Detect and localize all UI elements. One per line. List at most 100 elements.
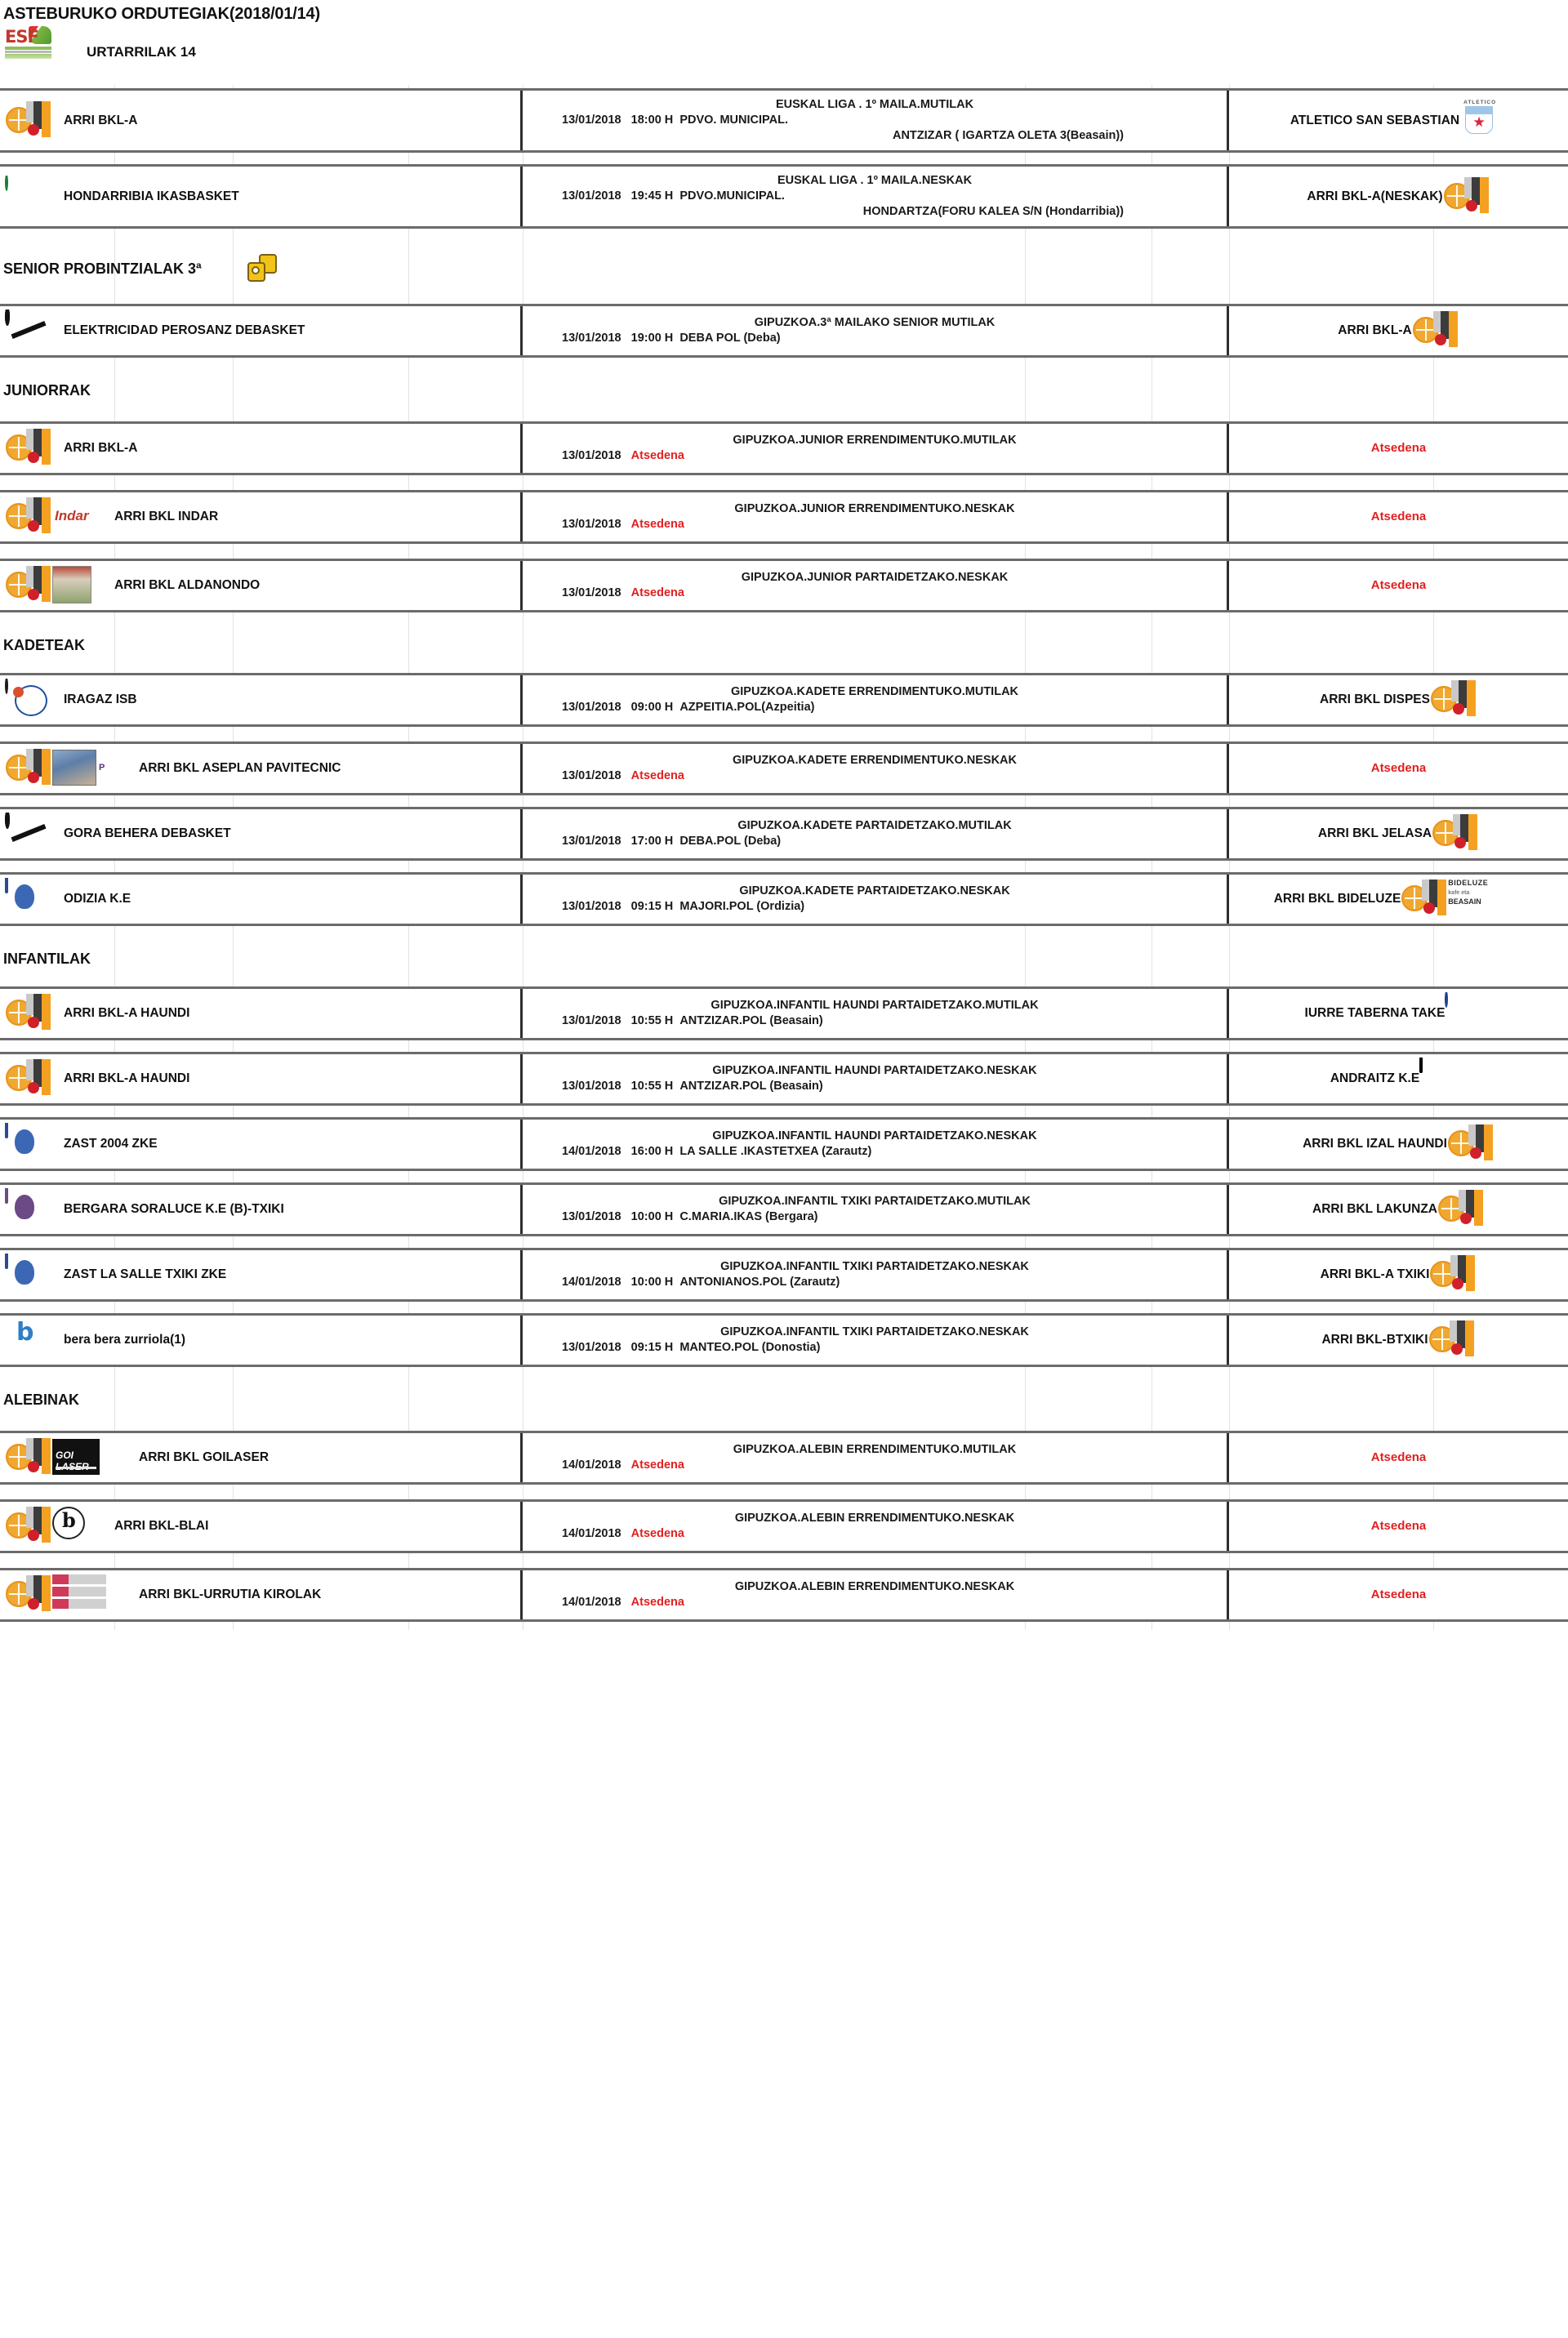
row-spacer [0, 1302, 1568, 1313]
away-team-cell: ARRI BKL BIDELUZE BIDELUZE kafe eta BEASAIN [1229, 875, 1568, 924]
bideluze-sponsor-logo: BIDELUZE kafe eta BEASAIN [1448, 879, 1489, 906]
away-team-cell: ARRI BKL-A [1229, 306, 1568, 355]
home-team-name: ARRI BKL ALDANONDO [114, 578, 261, 592]
competition-label: GIPUZKOA.KADETE ERRENDIMENTUKO.MUTILAK [730, 685, 1019, 698]
match-row[interactable]: ODIZIA K.E GIPUZKOA.KADETE PARTAIDETZAKO.… [0, 872, 1568, 926]
venue-full: ANTZIZAR ( IGARTZA OLETA 3(Beasain)) [892, 129, 1124, 142]
match-info-cell: EUSKAL LIGA . 1º MAILA.NESKAK 13/01/2018 … [523, 167, 1229, 226]
urrutia-kirolak-sponsor-logo [52, 1574, 106, 1614]
match-date: 13/01/2018 [562, 1341, 621, 1354]
match-row[interactable]: ARRI BKL-URRUTIA KIROLAK GIPUZKOA.ALEBIN … [0, 1568, 1568, 1622]
match-row[interactable]: HONDARRIBIA IKASBASKET EUSKAL LIGA . 1º M… [0, 164, 1568, 229]
match-row[interactable]: b ARRI BKL-BLAI GIPUZKOA.ALEBIN ERRENDIMEN… [0, 1499, 1568, 1553]
venue-short: MANTEO.POL (Donostia) [679, 1341, 821, 1354]
venue-short: AZPEITIA.POL(Azpeitia) [679, 701, 815, 714]
datetime-label: 14/01/2018 Atsedena [523, 1458, 1227, 1473]
row-spacer [0, 1171, 1568, 1182]
debasket-crest [5, 813, 52, 855]
venue-short: PDVO. MUNICIPAL. [679, 114, 788, 127]
away-team-name: ANDRAITZ K.E [1330, 1071, 1420, 1085]
away-team-name: Atsedena [1370, 1588, 1427, 1601]
home-team-cell: ELEKTRICIDAD PEROSANZ DEBASKET [0, 306, 523, 355]
home-team-name: ARRI BKL GOILASER [139, 1450, 270, 1464]
match-row[interactable]: ARRI BKL-A GIPUZKOA.JUNIOR ERRENDIMENTUKO… [0, 421, 1568, 475]
row-spacer [0, 1106, 1568, 1117]
row-spacer [0, 795, 1568, 807]
match-date: 13/01/2018 [562, 518, 621, 531]
home-team-cell: GORA BEHERA DEBASKET [0, 809, 523, 858]
section-heading-label: ALEBINAK [3, 1391, 79, 1408]
competition-label: GIPUZKOA.INFANTIL HAUNDI PARTAIDETZAKO.M… [710, 999, 1039, 1012]
fgb-logo [244, 252, 282, 285]
home-team-name: ARRI BKL-BLAI [114, 1519, 209, 1533]
match-time: 17:00 H [630, 835, 674, 848]
home-team-cell: ODIZIA K.E [0, 875, 523, 924]
match-date: 14/01/2018 [562, 1145, 621, 1158]
match-row[interactable]: P ARRI BKL ASEPLAN PAVITECNIC GIPUZKOA.KAD… [0, 741, 1568, 795]
section-heading-kadeteak: KADETEAK [0, 629, 1568, 661]
away-team-cell: Atsedena [1229, 1570, 1568, 1619]
match-date: 13/01/2018 [562, 332, 621, 345]
home-team-cell: IRAGAZ ISB [0, 675, 523, 724]
match-row[interactable]: ZAST LA SALLE TXIKI ZKE GIPUZKOA.INFANTIL… [0, 1248, 1568, 1302]
andraitz-ke-crest [1419, 1058, 1467, 1100]
match-info-cell: GIPUZKOA.KADETE ERRENDIMENTUKO.MUTILAK 13… [523, 675, 1229, 724]
away-team-name: ARRI BKL-A(NESKAK) [1307, 189, 1443, 203]
match-row[interactable]: ELEKTRICIDAD PEROSANZ DEBASKET GIPUZKOA.3… [0, 304, 1568, 358]
match-row[interactable]: ZAST 2004 ZKE GIPUZKOA.INFANTIL HAUNDI PA… [0, 1117, 1568, 1171]
match-info-cell: GIPUZKOA.JUNIOR PARTAIDETZAKO.NESKAK 13/0… [523, 561, 1229, 610]
match-row[interactable]: BERGARA SORALUCE K.E (B)-TXIKI GIPUZKOA.I… [0, 1182, 1568, 1236]
arri-jelasa-crest [1432, 813, 1479, 855]
match-info-cell: GIPUZKOA.INFANTIL HAUNDI PARTAIDETZAKO.N… [523, 1054, 1229, 1103]
indar-sponsor-logo: Indar [55, 508, 89, 523]
venue-short: DEBA POL (Deba) [679, 332, 781, 345]
competition-label: EUSKAL LIGA . 1º MAILA.MUTILAK [775, 98, 974, 111]
arri-bkl-crest [1412, 310, 1459, 352]
match-row[interactable]: ARRI BKL-A HAUNDI GIPUZKOA.INFANTIL HAUND… [0, 1052, 1568, 1106]
away-team-name: ARRI BKL JELASA [1317, 826, 1432, 840]
arri-indar-crest: Indar [5, 496, 103, 538]
debasket-crest [5, 310, 52, 352]
home-team-cell: ARRI BKL ALDANONDO [0, 561, 523, 610]
match-row[interactable]: ARRI BKL-A EUSKAL LIGA . 1º MAILA.MUTILAK… [0, 88, 1568, 153]
away-team-cell: Atsedena [1229, 492, 1568, 541]
venue-short: PDVO.MUNICIPAL. [679, 189, 785, 203]
home-team-cell: ARRI BKL-A [0, 91, 523, 150]
match-row[interactable]: GORA BEHERA DEBASKET GIPUZKOA.KADETE PART… [0, 807, 1568, 861]
hondarribia-ikasbasket-crest [5, 175, 52, 218]
match-row[interactable]: ARRI BKL-A HAUNDI GIPUZKOA.INFANTIL HAUND… [0, 986, 1568, 1040]
match-row[interactable]: Indar ARRI BKL INDAR GIPUZKOA.JUNIOR ERREN… [0, 490, 1568, 544]
away-team-name: ARRI BKL IZAL HAUNDI [1303, 1137, 1447, 1151]
row-spacer [0, 861, 1568, 872]
match-row[interactable]: ARRI BKL ALDANONDO GIPUZKOA.JUNIOR PARTAI… [0, 559, 1568, 612]
away-team-cell: ARRI BKL LAKUNZA [1229, 1185, 1568, 1234]
page-header: ASTEBURUKO ORDUTEGIAK(2018/01/14) ESF UR… [0, 0, 1568, 85]
arri-bkl-crest [5, 992, 52, 1035]
section-heading-label: SENIOR PROBINTZIALAK 3ª [3, 260, 202, 277]
match-row[interactable]: GOI LASER ARRI BKL GOILASER GIPUZKOA.ALEBI… [0, 1431, 1568, 1485]
datetime-label: 13/01/2018 Atsedena [523, 517, 1227, 532]
section-spacer [0, 358, 1568, 374]
competition-label: GIPUZKOA.JUNIOR ERRENDIMENTUKO.MUTILAK [733, 434, 1017, 447]
schedule-body: ARRI BKL-A EUSKAL LIGA . 1º MAILA.MUTILAK… [0, 85, 1568, 1630]
row-spacer [0, 1040, 1568, 1052]
away-team-cell: ATLETICO SAN SEBASTIANATLETICOSan Sebast… [1229, 91, 1568, 150]
match-date: 14/01/2018 [562, 1527, 621, 1540]
match-time: Atsedena [630, 586, 684, 599]
section-spacer [0, 229, 1568, 245]
home-team-name: ODIZIA K.E [64, 892, 131, 906]
match-info-cell: GIPUZKOA.INFANTIL TXIKI PARTAIDETZAKO.NE… [523, 1316, 1229, 1365]
home-team-name: ZAST 2004 ZKE [64, 1137, 158, 1151]
home-team-cell: ZAST LA SALLE TXIKI ZKE [0, 1250, 523, 1299]
arri-bkl-crest [1447, 1123, 1494, 1165]
match-row[interactable]: IRAGAZ ISB GIPUZKOA.KADETE ERRENDIMENTUKO… [0, 673, 1568, 727]
home-team-cell: ARRI BKL-URRUTIA KIROLAK [0, 1570, 523, 1619]
iragaz-isb-crest [5, 679, 52, 721]
home-team-cell: GOI LASER ARRI BKL GOILASER [0, 1433, 523, 1482]
match-time: 10:55 H [630, 1080, 674, 1093]
match-info-cell: GIPUZKOA.ALEBIN ERRENDIMENTUKO.NESKAK 14/… [523, 1570, 1229, 1619]
section-spacer [0, 1622, 1568, 1630]
match-time: 10:00 H [630, 1210, 674, 1223]
section-heading-label: KADETEAK [3, 636, 86, 653]
